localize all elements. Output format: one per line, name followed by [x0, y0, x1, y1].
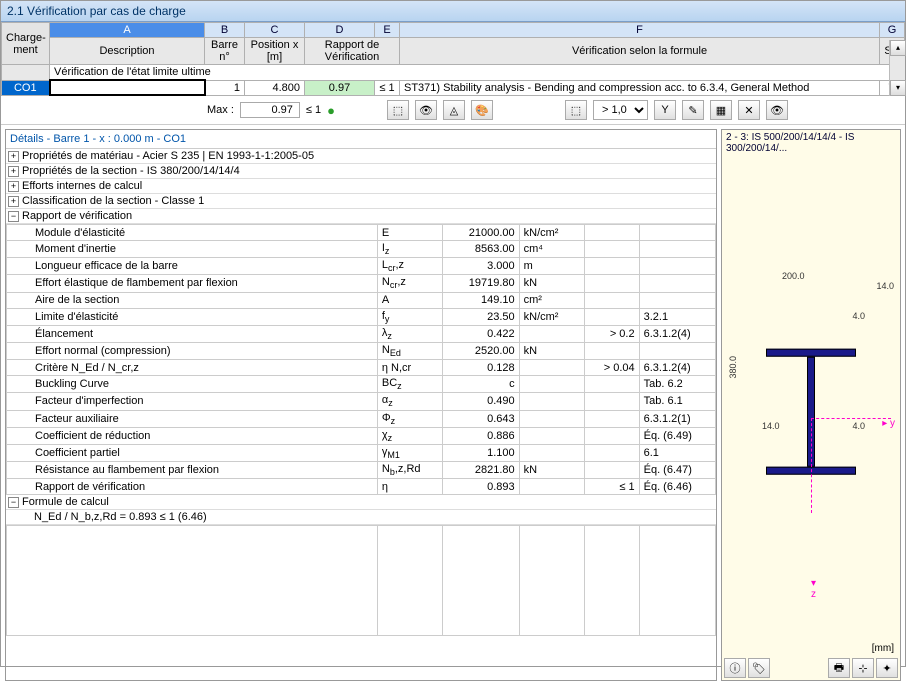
col-B[interactable]: B [205, 23, 245, 38]
z-axis-line [811, 418, 812, 513]
load-case-grid: Charge- ment A B C D E F G Description B… [1, 22, 905, 96]
table-row[interactable]: Facteur auxiliaireΦz0.6436.3.1.2(1) [7, 410, 716, 427]
top-flange [766, 349, 856, 357]
col-C[interactable]: C [245, 23, 305, 38]
formula-text: N_Ed / N_b,z,Rd = 0.893 ≤ 1 (6.46) [6, 510, 716, 525]
scroll-up-icon[interactable]: ▴ [890, 40, 906, 56]
tool-btn-y[interactable]: Y [654, 100, 676, 120]
tool-btn-8[interactable]: ✕ [738, 100, 760, 120]
table-row[interactable]: Buckling CurveBCzcTab. 6.2 [7, 376, 716, 393]
info-icon[interactable]: ⓘ [724, 658, 746, 678]
section-row-title: Vérification de l'état limite ultime [50, 65, 905, 81]
toggle-icon[interactable]: + [8, 166, 19, 177]
col-E[interactable]: E [375, 23, 400, 38]
tool-btn-7[interactable]: ▦ [710, 100, 732, 120]
hdr-description: Description [50, 38, 205, 65]
hdr-barre: Barre n° [205, 38, 245, 65]
cell-cond: ≤ 1 [375, 80, 400, 95]
cell-desc[interactable] [50, 80, 205, 95]
tree-group[interactable]: +Propriétés de matériau - Acier S 235 | … [6, 149, 716, 164]
header-chargement: Charge- ment [2, 23, 50, 65]
max-cond: ≤ 1 [306, 104, 321, 116]
dim-r1: 4.0 [852, 311, 865, 321]
hdr-position: Position x [m] [245, 38, 305, 65]
grid-scrollbar[interactable]: ▴ ▾ [889, 40, 905, 96]
col-F[interactable]: F [400, 23, 880, 38]
dim-tw: 14.0 [762, 421, 780, 431]
tree-group[interactable]: +Classification de la section - Classe 1 [6, 194, 716, 209]
toggle-icon[interactable]: + [8, 196, 19, 207]
row-blank [2, 65, 50, 81]
col-A[interactable]: A [50, 23, 205, 38]
dim-tf1: 14.0 [876, 281, 894, 291]
y-axis-label: ▸ y [882, 418, 895, 429]
print-icon[interactable]: 🖶 [828, 658, 850, 678]
settings-icon[interactable]: ✦ [876, 658, 898, 678]
details-panel: Détails - Barre 1 - x : 0.000 m - CO1 +P… [5, 129, 717, 681]
table-row[interactable]: Module d'élasticitéE21000.00kN/cm² [7, 225, 716, 241]
eye-icon[interactable]: 👁 [415, 100, 437, 120]
table-row[interactable]: Limite d'élasticitéfy23.50kN/cm²3.2.1 [7, 308, 716, 325]
table-row[interactable]: Rapport de vérificationη0.893≤ 1Éq. (6.4… [7, 479, 716, 495]
table-row[interactable]: Coefficient de réductionχz0.886Éq. (6.49… [7, 427, 716, 444]
table-row[interactable]: Coefficient partielγM11.1006.1 [7, 444, 716, 461]
table-row[interactable]: Résistance au flambement par flexionNb,z… [7, 462, 716, 479]
table-row[interactable]: Effort élastique de flambement par flexi… [7, 275, 716, 292]
window-title: 2.1 Vérification par cas de charge [1, 1, 905, 22]
toggle-icon[interactable]: + [8, 181, 19, 192]
y-axis-line [811, 418, 891, 419]
tree-group[interactable]: +Efforts internes de calcul [6, 179, 716, 194]
tree-group[interactable]: −Rapport de vérification [6, 209, 716, 224]
color-icon[interactable]: 🎨 [471, 100, 493, 120]
toggle-icon[interactable]: − [8, 211, 19, 222]
cell-co[interactable]: CO1 [2, 80, 50, 95]
scroll-down-icon[interactable]: ▾ [890, 80, 906, 96]
col-D[interactable]: D [305, 23, 375, 38]
axes-icon[interactable]: ⊹ [852, 658, 874, 678]
table-row[interactable]: Aire de la sectionA149.10cm² [7, 292, 716, 308]
details-title: Détails - Barre 1 - x : 0.000 m - CO1 [6, 130, 716, 149]
tool-btn-6[interactable]: ✎ [682, 100, 704, 120]
table-row[interactable]: Moment d'inertieIz8563.00cm⁴ [7, 241, 716, 258]
collapse-icon[interactable]: − [8, 497, 19, 508]
hdr-rapport: Rapport de Vérification [305, 38, 400, 65]
dim-width: 200.0 [782, 271, 805, 281]
z-axis-label: ▾z [811, 578, 816, 600]
view-icon[interactable]: 👁 [766, 100, 788, 120]
ok-icon: ● [327, 103, 335, 118]
toggle-icon[interactable]: + [8, 151, 19, 162]
dim-r2: 4.0 [852, 421, 865, 431]
dim-height: 380.0 [728, 356, 738, 379]
table-row[interactable]: Facteur d'imperfectionαz0.490Tab. 6.1 [7, 393, 716, 410]
cell-pos[interactable]: 4.800 [245, 80, 305, 95]
cell-formula[interactable]: ST371) Stability analysis - Bending and … [400, 80, 880, 95]
empty-grid [6, 525, 716, 636]
toolbar: Max : 0.97 ≤ 1 ● ⬚ 👁 ◬ 🎨 ⬚ > 1,0 Y ✎ ▦ ✕… [1, 96, 905, 125]
section-panel: 2 - 3: IS 500/200/14/14/4 - IS 300/200/1… [721, 129, 901, 681]
details-table: Module d'élasticitéE21000.00kN/cm²Moment… [6, 224, 716, 495]
table-row[interactable]: Effort normal (compression)NEd2520.00kN [7, 342, 716, 359]
max-value: 0.97 [240, 102, 300, 118]
ratio-select[interactable]: > 1,0 [593, 100, 648, 120]
tool-btn-1[interactable]: ⬚ [387, 100, 409, 120]
formula-group[interactable]: −Formule de calcul [6, 495, 716, 510]
cell-barre[interactable]: 1 [205, 80, 245, 95]
table-row[interactable]: Longueur efficace de la barreLcr,z3.000m [7, 258, 716, 275]
table-row[interactable]: Critère N_Ed / N_cr,zη N,cr0.128> 0.046.… [7, 360, 716, 376]
max-label: Max : [207, 104, 234, 116]
tag-icon[interactable]: 🏷 [748, 658, 770, 678]
hdr-formule: Vérification selon la formule [400, 38, 880, 65]
tool-btn-3[interactable]: ◬ [443, 100, 465, 120]
unit-label: [mm] [872, 643, 894, 654]
cell-ratio[interactable]: 0.97 [305, 80, 375, 95]
filter-icon[interactable]: ⬚ [565, 100, 587, 120]
tree-group[interactable]: +Propriétés de la section - IS 380/200/1… [6, 164, 716, 179]
table-row[interactable]: Élancementλz0.422> 0.26.3.1.2(4) [7, 325, 716, 342]
section-drawing: ▸ y ▾z 200.0 14.0 4.0 380.0 14.0 4.0 [722, 156, 900, 680]
col-G[interactable]: G [880, 23, 905, 38]
section-title: 2 - 3: IS 500/200/14/14/4 - IS 300/200/1… [722, 130, 900, 156]
